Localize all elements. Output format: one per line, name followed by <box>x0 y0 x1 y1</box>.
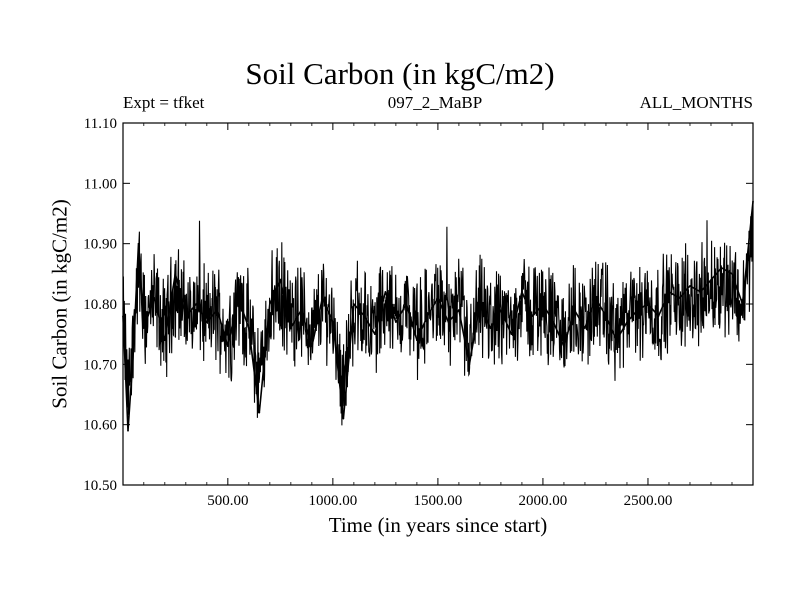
data-point <box>342 417 345 420</box>
data-point <box>699 291 702 293</box>
data-point <box>353 303 355 305</box>
data-point <box>127 429 129 432</box>
data-point <box>542 303 544 305</box>
data-point <box>731 273 733 275</box>
data-point <box>206 321 208 323</box>
x-tick-label: 2000.00 <box>519 493 568 509</box>
experiment-id: 097_2_MaBP <box>387 93 483 112</box>
y-tick-label: 10.80 <box>83 297 117 313</box>
data-point <box>142 327 145 329</box>
data-point <box>269 303 271 305</box>
x-tick-label: 2500.00 <box>624 493 673 509</box>
y-tick-label: 10.60 <box>83 418 117 434</box>
data-point <box>720 267 723 269</box>
y-tick-label: 10.90 <box>83 237 117 253</box>
data-point <box>279 279 282 281</box>
data-point <box>185 315 187 317</box>
experiment-label: Expt = tfket <box>123 93 205 112</box>
y-tick-label: 10.50 <box>83 478 117 494</box>
data-point <box>363 315 366 317</box>
data-point <box>332 321 334 323</box>
data-point <box>153 297 156 299</box>
data-point <box>500 309 502 311</box>
data-point <box>258 411 261 414</box>
data-point <box>489 327 492 329</box>
data-point <box>416 339 418 342</box>
x-axis-label: Time (in years since start) <box>328 513 548 537</box>
months-label: ALL_MONTHS <box>639 93 753 112</box>
data-point <box>521 291 523 293</box>
data-point <box>137 242 140 245</box>
chart-title: Soil Carbon (in kgC/m2) <box>245 56 555 91</box>
data-point <box>668 291 670 293</box>
data-point <box>584 327 586 329</box>
data-point <box>479 303 481 305</box>
data-point <box>405 303 408 305</box>
data-point <box>174 273 177 275</box>
data-point <box>647 303 649 305</box>
data-point <box>468 363 471 366</box>
data-point <box>216 309 219 311</box>
y-tick-label: 11.10 <box>84 116 117 132</box>
data-point <box>164 339 166 342</box>
x-axis: 500.00 1000.00 1500.00 2000.00 2500.00 <box>143 123 733 509</box>
y-tick-label: 11.00 <box>84 176 117 192</box>
data-point <box>615 339 618 342</box>
data-point <box>531 315 534 317</box>
y-tick-label: 10.70 <box>83 357 117 373</box>
data-point <box>300 309 303 311</box>
data-point <box>237 297 240 299</box>
data-point <box>657 315 660 317</box>
data-point <box>248 327 250 329</box>
data-point <box>510 333 513 335</box>
data-point <box>752 200 754 203</box>
data-point <box>321 297 324 299</box>
series-noise-line <box>122 207 754 426</box>
data-point <box>594 297 597 299</box>
data-point <box>552 321 555 323</box>
x-tick-label: 1500.00 <box>414 493 463 509</box>
data-point <box>374 333 376 335</box>
data-point <box>626 321 628 323</box>
data-point <box>426 315 429 317</box>
data-point <box>122 315 124 317</box>
series-noise <box>122 207 754 426</box>
data-point <box>678 297 681 299</box>
data-point <box>437 297 439 299</box>
data-point <box>741 303 744 305</box>
data-point <box>573 309 576 311</box>
data-point <box>290 327 292 329</box>
data-point <box>636 309 639 311</box>
x-tick-label: 1000.00 <box>308 493 357 509</box>
data-point <box>710 279 712 281</box>
x-tick-label: 500.00 <box>207 493 248 509</box>
data-point <box>447 321 450 323</box>
data-point <box>195 303 198 305</box>
data-point <box>384 291 387 293</box>
data-point <box>395 321 397 323</box>
y-axis: 10.50 10.60 10.70 10.80 10.90 11.00 11.10 <box>83 116 753 494</box>
data-point <box>605 315 607 317</box>
data-point <box>227 345 229 348</box>
data-point <box>458 309 460 311</box>
data-point <box>132 351 135 354</box>
data-point <box>563 345 565 348</box>
data-point <box>311 345 313 348</box>
data-point <box>689 285 691 287</box>
